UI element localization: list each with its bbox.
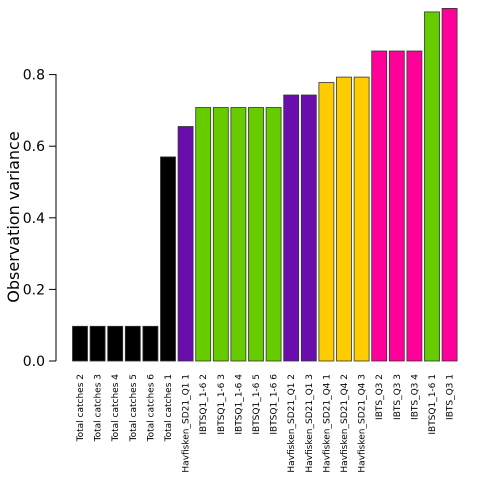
x-tick-label: IBTSQ1_1-6 3 (217, 374, 227, 435)
bar-14 (300, 94, 317, 362)
x-tick-label: IBTSQ1_1-6 1 (428, 374, 438, 435)
x-tick-label: IBTS_Q3 1 (446, 374, 456, 420)
x-tick-label: Total catches 4 (111, 374, 121, 443)
bar-8 (195, 107, 212, 362)
y-tick-label: 0.6 (23, 139, 45, 155)
bar-5 (142, 325, 159, 362)
x-tick-labels: Total catches 2 Total catches 3 Total catc… (76, 374, 456, 473)
bar-21 (424, 11, 440, 362)
x-tick-label: IBTSQ1_1-6 6 (270, 374, 280, 435)
x-tick-label: Havfisken_SD21_Q1 3 (305, 374, 315, 473)
x-tick-label: Total catches 6 (146, 374, 156, 443)
x-tick-label: Havfisken_SD21_Q4 3 (358, 374, 368, 473)
bar-11 (248, 107, 264, 362)
y-tick-label: 0.0 (23, 354, 45, 370)
bar-10 (230, 107, 247, 362)
bar-20 (406, 50, 423, 362)
y-axis: 0.0 0.2 0.4 0.6 0.8 (23, 68, 57, 370)
bar-18 (371, 50, 388, 362)
x-tick-label: IBTS_Q3 3 (393, 374, 403, 420)
x-tick-label: Total catches 1 (164, 374, 174, 442)
y-tick-label: 0.4 (23, 211, 45, 227)
bar-7 (177, 126, 194, 362)
y-tick-label: 0.2 (23, 282, 45, 298)
bar-17 (353, 76, 370, 362)
x-tick-label: IBTSQ1_1-6 2 (199, 374, 209, 435)
x-tick-label: Total catches 2 (76, 374, 86, 442)
bar-19 (388, 50, 405, 362)
bar-13 (283, 94, 300, 362)
x-tick-label: IBTSQ1_1-6 4 (234, 374, 244, 435)
x-tick-label: IBTS_Q3 4 (410, 374, 420, 420)
x-tick-label: IBTS_Q3 2 (375, 374, 385, 420)
y-axis-label: Observation variance (4, 131, 23, 302)
x-tick-label: Total catches 5 (129, 374, 139, 442)
x-tick-label: Total catches 3 (94, 374, 104, 442)
bar-16 (336, 76, 352, 362)
bar-2 (89, 325, 106, 362)
y-tick-label: 0.8 (23, 68, 45, 84)
bar-12 (265, 107, 282, 362)
x-tick-label: Havfisken_SD21_Q4 1 (322, 374, 332, 473)
bar-4 (124, 325, 141, 362)
x-tick-label: IBTSQ1_1-6 5 (252, 374, 262, 435)
x-tick-label: Havfisken_SD21_Q4 2 (340, 374, 350, 473)
bar-15 (318, 82, 335, 362)
bars-group (72, 7, 458, 362)
bar-22 (441, 7, 458, 362)
x-tick-label: Havfisken_SD21_Q1 1 (182, 374, 192, 473)
bar-1 (72, 325, 88, 362)
x-tick-label: Havfisken_SD21_Q1 2 (287, 374, 297, 473)
bar-3 (107, 325, 124, 362)
bar-6 (160, 156, 176, 362)
bar-9 (212, 107, 229, 362)
